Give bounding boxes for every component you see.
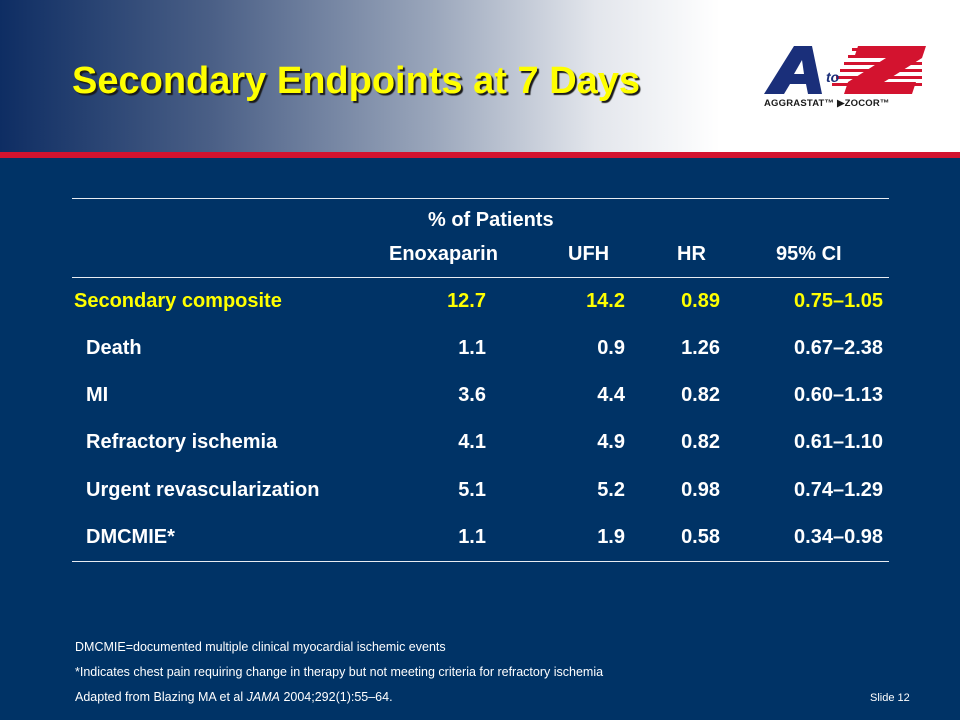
ci-value: 0.60–1.13 <box>794 384 883 406</box>
hr-value: 1.26 <box>681 337 720 359</box>
enoxaparin-value: 1.1 <box>458 526 486 548</box>
hr-value: 0.82 <box>681 384 720 406</box>
footnote-source: Adapted from Blazing MA et al JAMA 2004;… <box>75 690 393 704</box>
letter-a-icon <box>764 46 822 94</box>
ufh-value: 14.2 <box>586 290 625 312</box>
row-label: Secondary composite <box>74 290 282 312</box>
slide-number: Slide 12 <box>870 692 910 704</box>
col-header-enoxaparin: Enoxaparin <box>389 243 498 265</box>
ufh-value: 5.2 <box>597 479 625 501</box>
source-suffix: 2004;292(1):55–64. <box>279 690 393 704</box>
ci-value: 0.61–1.10 <box>794 431 883 453</box>
col-header-hr: HR <box>677 243 706 265</box>
table-header-rule <box>72 277 889 278</box>
source-prefix: Adapted from Blazing MA et al <box>75 690 247 704</box>
ci-value: 0.74–1.29 <box>794 479 883 501</box>
table-bottom-rule <box>72 561 889 562</box>
enoxaparin-value: 12.7 <box>447 290 486 312</box>
footnote-asterisk: *Indicates chest pain requiring change i… <box>75 665 604 679</box>
row-label: DMCMIE* <box>86 526 175 548</box>
header-divider <box>0 152 960 158</box>
hr-value: 0.82 <box>681 431 720 453</box>
source-journal: JAMA <box>246 690 280 704</box>
atoz-logo-graphic: to <box>764 46 926 94</box>
enoxaparin-value: 4.1 <box>458 431 486 453</box>
enoxaparin-value: 5.1 <box>458 479 486 501</box>
logo-to-text: to <box>826 69 840 85</box>
row-label: Urgent revascularization <box>86 479 320 501</box>
table-top-rule <box>72 198 889 199</box>
footnote-abbreviation: DMCMIE=documented multiple clinical myoc… <box>75 640 446 654</box>
enoxaparin-value: 1.1 <box>458 337 486 359</box>
ci-value: 0.34–0.98 <box>794 526 883 548</box>
percent-patients-header: % of Patients <box>428 209 554 231</box>
ci-value: 0.67–2.38 <box>794 337 883 359</box>
slide-title: Secondary Endpoints at 7 Days <box>72 60 641 102</box>
ufh-value: 4.4 <box>597 384 625 406</box>
ufh-value: 4.9 <box>597 431 625 453</box>
hr-value: 0.89 <box>681 290 720 312</box>
ci-value: 0.75–1.05 <box>794 290 883 312</box>
row-label: Death <box>86 337 142 359</box>
row-label: MI <box>86 384 109 406</box>
letter-z-icon <box>844 46 926 94</box>
logo-tagline: AGGRASTAT™ ▶ZOCOR™ <box>764 98 890 109</box>
hr-value: 0.98 <box>681 479 720 501</box>
col-header-ufh: UFH <box>568 243 610 265</box>
enoxaparin-value: 3.6 <box>458 384 486 406</box>
col-header-95ci: 95% CI <box>776 243 842 265</box>
hr-value: 0.58 <box>681 526 720 548</box>
ufh-value: 1.9 <box>597 526 625 548</box>
aggrastat-zocor-logo: to AGGRASTAT™ ▶ZOCOR™ <box>760 40 930 110</box>
row-label: Refractory ischemia <box>86 431 278 453</box>
ufh-value: 0.9 <box>597 337 625 359</box>
